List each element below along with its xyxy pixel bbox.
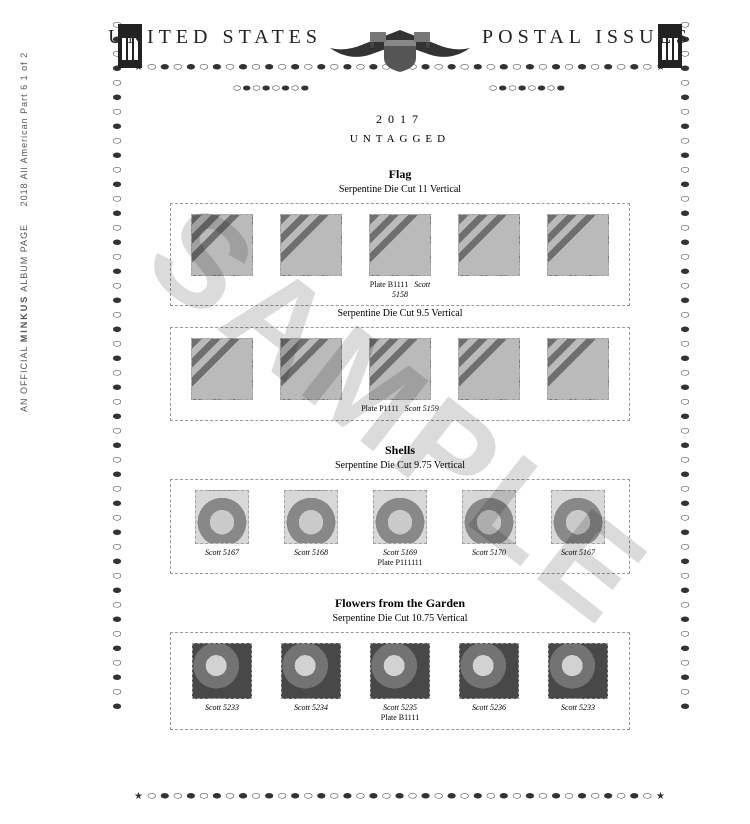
stamp-image <box>191 214 253 276</box>
stamp-slot <box>539 338 617 414</box>
stamp-caption: Plate B1111 Scott 5158 <box>361 280 439 299</box>
stamp-caption: Plate P1111 Scott 5159 <box>361 404 439 414</box>
stamp-slot: Scott 5233 <box>183 643 261 713</box>
stamp-slot: Plate P1111 Scott 5159 <box>361 338 439 414</box>
border-chain-left: ⬭ ⬬ ⬭ ⬬ ⬭ ⬬ ⬭ ⬬ ⬭ ⬬ ⬭ ⬬ ⬭ ⬬ ⬭ ⬬ ⬭ ⬬ ⬭ ⬬ … <box>110 20 122 810</box>
stamp-image <box>192 643 252 699</box>
title-right: POSTAL ISSUES <box>482 26 692 48</box>
stamp-caption: Scott 5169Plate P111111 <box>378 548 423 567</box>
section: Flag Serpentine Die Cut 11 Vertical Plate … <box>80 167 720 421</box>
border-chain-right: ⬭ ⬬ ⬭ ⬬ ⬭ ⬬ ⬭ ⬬ ⬭ ⬬ ⬭ ⬬ ⬭ ⬬ ⬭ ⬬ ⬭ ⬬ ⬭ ⬬ … <box>678 20 690 810</box>
stamp-image <box>547 338 609 400</box>
stamp-caption: Scott 5167 <box>561 548 595 558</box>
stamp-slot: Scott 5167 <box>183 490 261 558</box>
stamp-image <box>191 338 253 400</box>
album-page: ★ ⬭ ⬬ ⬭ ⬬ ⬭ ⬬ ⬭ ⬬ ⬭ ⬬ ⬭ ⬬ ⬭ ⬬ ⬭ ⬬ ⬭ ⬬ ⬭ … <box>80 20 720 810</box>
stamp-strip: Scott 5167 Scott 5168 Scott 5169Plate P111… <box>170 479 630 574</box>
stamp-slot: Scott 5236 <box>450 643 528 713</box>
title-left: UNITED STATES <box>108 26 322 48</box>
section-title: Flag <box>80 167 720 182</box>
section-subtitle: Serpentine Die Cut 10.75 Vertical <box>80 613 720 624</box>
spine-text: AN OFFICIAL MINKUS ALBUM PAGE 2018 All A… <box>19 52 29 412</box>
stamp-image <box>370 643 430 699</box>
stamp-image <box>281 643 341 699</box>
stamp-image <box>369 338 431 400</box>
stamp-slot: Scott 5234 <box>272 643 350 713</box>
stamp-caption: Scott 5170 <box>472 548 506 558</box>
stamp-image <box>280 338 342 400</box>
spine-meta: 2018 All American Part 6 1 of 2 <box>19 52 29 207</box>
spine-prefix: AN OFFICIAL <box>19 346 29 412</box>
stamp-caption: Scott 5233 <box>561 703 595 713</box>
stamp-image <box>369 214 431 276</box>
stamp-image <box>548 643 608 699</box>
stamp-slot: Scott 5167 <box>539 490 617 558</box>
stamp-strip: Scott 5233 Scott 5234 Scott 5235Plate B111… <box>170 632 630 729</box>
header-ornament-row: ⬭⬬⬭⬬⬭⬬⬭⬬ ⬭⬬⬭⬬⬭⬬⬭⬬ <box>80 83 720 94</box>
stamp-image <box>458 338 520 400</box>
stamp-slot <box>183 338 261 414</box>
stamp-slot: Scott 5169Plate P111111 <box>361 490 439 567</box>
spine-brand: MINKUS <box>19 295 29 343</box>
stamp-caption: Scott 5168 <box>294 548 328 558</box>
year: 2017 <box>80 112 720 127</box>
stamp-strip: Plate P1111 Scott 5159 <box>170 327 630 421</box>
stamp-slot <box>272 214 350 290</box>
stamp-slot: Scott 5170 <box>450 490 528 558</box>
stamp-slot: Scott 5235Plate B1111 <box>361 643 439 722</box>
section-subtitle: Serpentine Die Cut 11 Vertical <box>80 184 720 195</box>
untagged-label: UNTAGGED <box>80 133 720 145</box>
stamp-caption: Scott 5236 <box>472 703 506 713</box>
stamp-slot <box>539 214 617 290</box>
stamp-slot <box>272 338 350 414</box>
section: Shells Serpentine Die Cut 9.75 Vertical Sc… <box>80 443 720 574</box>
border-chain-bottom: ★ ⬭ ⬬ ⬭ ⬬ ⬭ ⬬ ⬭ ⬬ ⬭ ⬬ ⬭ ⬬ ⬭ ⬬ ⬭ ⬬ ⬭ ⬬ ⬭ … <box>80 791 720 802</box>
stamp-image <box>547 214 609 276</box>
stamp-slot <box>450 214 528 290</box>
section-subtitle: Serpentine Die Cut 9.5 Vertical <box>80 308 720 319</box>
section-title: Flowers from the Garden <box>80 596 720 611</box>
sections-container: Flag Serpentine Die Cut 11 Vertical Plate … <box>80 167 720 730</box>
stamp-slot <box>183 214 261 290</box>
stamp-slot: Scott 5168 <box>272 490 350 558</box>
stamp-image <box>284 490 338 544</box>
stamp-strip: Plate B1111 Scott 5158 <box>170 203 630 306</box>
stamp-image <box>280 214 342 276</box>
eagle-crest-icon <box>320 22 480 82</box>
stamp-caption: Scott 5233 <box>205 703 239 713</box>
section-title: Shells <box>80 443 720 458</box>
stamp-image <box>462 490 516 544</box>
stamp-caption: Scott 5234 <box>294 703 328 713</box>
stamp-slot <box>450 338 528 414</box>
stamp-image <box>373 490 427 544</box>
spine-suffix: ALBUM PAGE <box>19 224 29 292</box>
section-subtitle: Serpentine Die Cut 9.75 Vertical <box>80 460 720 471</box>
stamp-caption: Scott 5235Plate B1111 <box>381 703 419 722</box>
stamp-image <box>458 214 520 276</box>
stamp-image <box>459 643 519 699</box>
stamp-image <box>551 490 605 544</box>
section: Flowers from the Garden Serpentine Die Cu… <box>80 596 720 729</box>
stamp-image <box>195 490 249 544</box>
stamp-slot: Scott 5233 <box>539 643 617 713</box>
stamp-slot: Plate B1111 Scott 5158 <box>361 214 439 299</box>
stamp-caption: Scott 5167 <box>205 548 239 558</box>
page-header: UNITED STATES POSTAL ISSUES ⬭⬬⬭⬬⬭⬬⬭⬬ ⬭⬬⬭… <box>80 26 720 94</box>
